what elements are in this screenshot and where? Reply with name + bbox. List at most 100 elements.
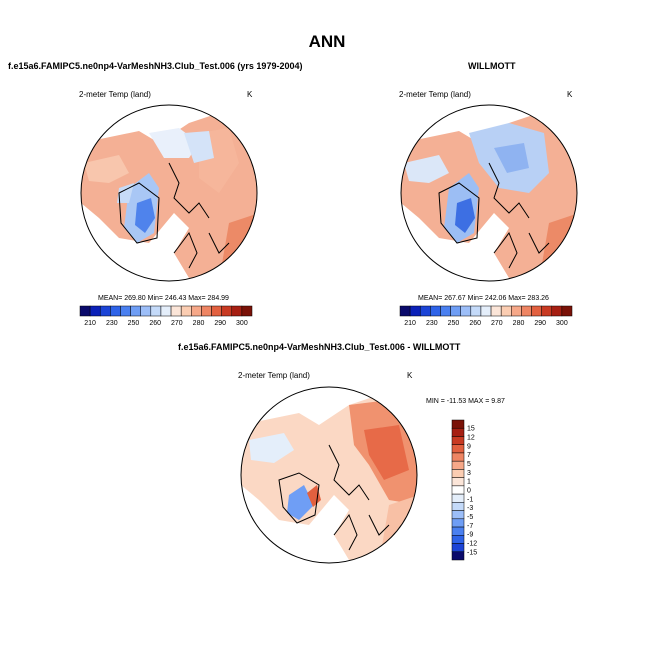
- obs-map: [400, 104, 578, 282]
- model-panel-title: f.e15a6.FAMIPC5.ne0np4-VarMeshNH3.Club_T…: [8, 61, 303, 71]
- model-colorbar-swatch: [110, 305, 121, 317]
- model-units-label: K: [247, 90, 253, 99]
- obs-colorbar-tick-label: 230: [426, 320, 438, 327]
- obs-colorbar-swatch: [440, 305, 451, 317]
- obs-colorbar-tick-label: 260: [469, 320, 481, 327]
- obs-colorbar-swatch: [500, 305, 512, 317]
- model-colorbar-swatch: [191, 305, 202, 317]
- obs-colorbar: 210 230 250 260 270 280 290 300: [399, 305, 573, 327]
- obs-colorbar-swatch: [460, 305, 472, 317]
- diff-colorbar-swatch: [451, 452, 465, 462]
- diff-colorbar-swatch: [451, 469, 465, 478]
- model-colorbar-tick-label: 250: [128, 320, 140, 327]
- model-colorbar-swatch: [201, 305, 212, 317]
- model-stats: MEAN= 269.80 Min= 246.43 Max= 284.99: [98, 295, 229, 302]
- model-colorbar-tick-label: 260: [149, 320, 161, 327]
- diff-colorbar-swatch: [451, 551, 465, 561]
- diff-colorbar-tick-label: -1: [467, 496, 473, 503]
- obs-colorbar-tick-label: 280: [513, 320, 525, 327]
- diff-coastlines: [278, 444, 390, 551]
- diff-colorbar-tick-label: 9: [467, 443, 471, 450]
- diff-colorbar-swatch: [451, 526, 465, 536]
- diff-colorbar-tick-label: -12: [467, 540, 477, 547]
- model-colorbar-swatch: [180, 305, 192, 317]
- model-colorbar-tick-label: 230: [106, 320, 118, 327]
- diff-map-field: [241, 387, 417, 563]
- diff-colorbar-tick-label: 0: [467, 488, 471, 495]
- obs-colorbar-swatch: [419, 305, 431, 317]
- obs-colorbar-swatch: [399, 305, 411, 317]
- model-colorbar-swatch: [160, 305, 172, 317]
- diff-colorbar-tick-label: 12: [467, 435, 475, 442]
- figure-title: ANN: [308, 32, 346, 51]
- model-colorbar-swatch: [79, 305, 91, 317]
- model-variable-label: 2-meter Temp (land): [79, 90, 151, 99]
- diff-colorbar-swatch: [451, 444, 465, 454]
- obs-colorbar-swatch: [450, 305, 461, 317]
- diff-colorbar-swatch: [451, 460, 465, 470]
- diff-colorbar-swatch: [451, 518, 465, 528]
- diff-colorbar-swatch: [451, 543, 465, 553]
- model-map-field: [81, 105, 257, 281]
- obs-colorbar-swatch: [409, 305, 421, 317]
- obs-colorbar-tick-label: 250: [448, 320, 460, 327]
- diff-variable-label: 2-meter Temp (land): [238, 371, 310, 380]
- obs-variable-label: 2-meter Temp (land): [399, 90, 471, 99]
- model-colorbar-swatch: [99, 305, 111, 317]
- diff-colorbar-tick-label: -15: [467, 549, 477, 556]
- obs-panel-title: WILLMOTT: [468, 61, 516, 71]
- obs-colorbar-tick-label: 210: [404, 320, 416, 327]
- obs-colorbar-swatch: [490, 305, 502, 317]
- diff-colorbar-swatch: [451, 485, 465, 495]
- model-colorbar-tick-label: 210: [84, 320, 96, 327]
- obs-colorbar-swatch: [541, 305, 553, 317]
- diff-colorbar-swatch: [451, 510, 465, 520]
- diff-colorbar-tick-label: -9: [467, 532, 473, 539]
- obs-colorbar-swatch: [480, 305, 492, 317]
- obs-colorbar-tick-label: 290: [534, 320, 546, 327]
- model-colorbar-swatch: [221, 305, 233, 317]
- model-map: [80, 104, 258, 282]
- model-colorbar-swatch: [140, 305, 152, 317]
- model-colorbar-swatch: [130, 305, 141, 317]
- diff-colorbar-tick-label: -7: [467, 523, 473, 530]
- obs-colorbar-swatch: [551, 305, 563, 317]
- model-colorbar-swatch: [120, 305, 131, 317]
- model-colorbar-tick-label: 290: [214, 320, 226, 327]
- model-colorbar-swatch: [170, 305, 182, 317]
- diff-stats: MIN = -11.53 MAX = 9.87: [426, 398, 505, 405]
- model-colorbar: 210 230 250 260 270 280 290 300: [79, 305, 253, 327]
- diff-colorbar-tick-label: -5: [467, 514, 473, 521]
- model-colorbar-tick-label: 270: [171, 320, 183, 327]
- obs-colorbar-swatch: [521, 305, 532, 317]
- obs-colorbar-swatch: [511, 305, 522, 317]
- diff-colorbar-tick-label: -3: [467, 505, 473, 512]
- diff-colorbar-tick-label: 7: [467, 452, 471, 459]
- model-colorbar-swatch: [211, 305, 222, 317]
- obs-units-label: K: [567, 90, 573, 99]
- obs-colorbar-swatch: [531, 305, 542, 317]
- obs-stats: MEAN= 267.67 Min= 242.06 Max= 283.26: [418, 295, 549, 302]
- diff-colorbar-tick-label: 3: [467, 470, 471, 477]
- obs-colorbar-tick-label: 270: [491, 320, 503, 327]
- obs-colorbar-swatch: [470, 305, 482, 317]
- diff-map: [240, 386, 418, 564]
- obs-colorbar-tick-label: 300: [556, 320, 568, 327]
- diff-colorbar-swatch: [451, 502, 465, 511]
- model-colorbar-tick-label: 280: [193, 320, 205, 327]
- diff-colorbar-tick-label: 15: [467, 426, 475, 433]
- obs-colorbar-swatch: [430, 305, 441, 317]
- diff-panel-title: f.e15a6.FAMIPC5.ne0np4-VarMeshNH3.Club_T…: [178, 342, 461, 352]
- diff-colorbar: 15 129 7 5 3 1 0-1 -3 -5 -7 -9-12 -15: [451, 419, 477, 561]
- model-colorbar-tick-label: 300: [236, 320, 248, 327]
- model-colorbar-swatch: [89, 305, 101, 317]
- model-colorbar-swatch: [150, 305, 162, 317]
- diff-colorbar-swatch: [451, 477, 465, 487]
- diff-units-label: K: [407, 371, 413, 380]
- diff-colorbar-swatch: [451, 493, 465, 503]
- model-colorbar-swatch: [231, 305, 243, 317]
- obs-colorbar-swatch: [561, 305, 573, 317]
- model-coastlines: [118, 162, 230, 269]
- diff-colorbar-swatch: [451, 427, 465, 437]
- obs-coastlines: [438, 162, 550, 269]
